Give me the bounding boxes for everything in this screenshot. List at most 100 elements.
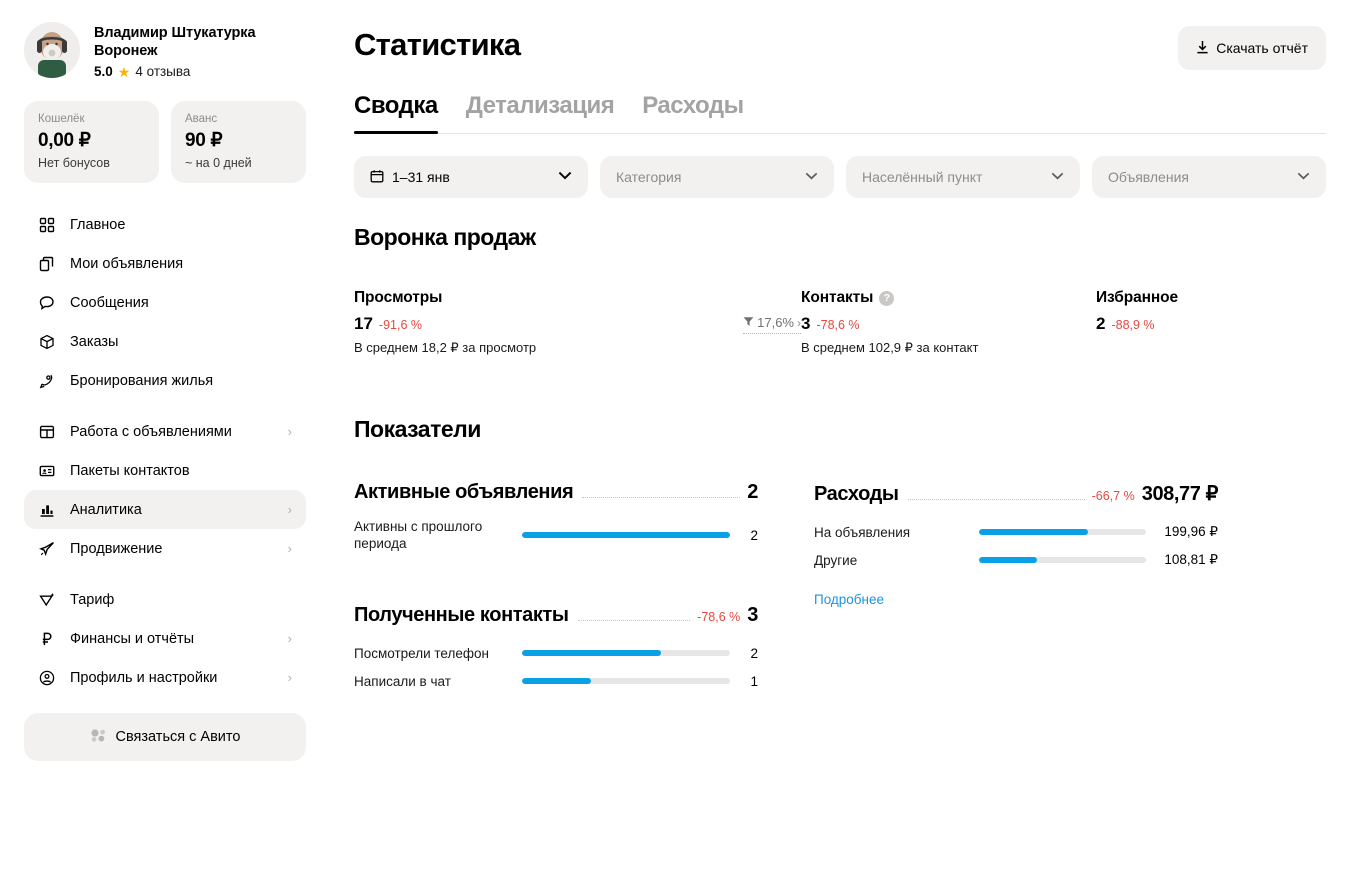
sidebar-item-ads-work[interactable]: Работа с объявлениями › bbox=[24, 412, 306, 451]
funnel-conversion-value: 17,6% bbox=[757, 315, 794, 330]
sidebar-item-finance[interactable]: Финансы и отчёты › bbox=[24, 619, 306, 658]
advance-card[interactable]: Аванс 90 ₽ ~ на 0 дней bbox=[171, 101, 306, 183]
contact-avito-button[interactable]: Связаться с Авито bbox=[24, 713, 306, 761]
funnel-icon bbox=[743, 315, 754, 330]
sidebar-item-label: Профиль и настройки bbox=[70, 669, 218, 686]
box-icon bbox=[38, 333, 56, 351]
profile-block[interactable]: Владимир Штукатурка Воронеж 5.0 ★ 4 отзы… bbox=[24, 22, 306, 79]
wallet-card[interactable]: Кошелёк 0,00 ₽ Нет бонусов bbox=[24, 101, 159, 183]
indicator-active-ads-label: Активные объявления bbox=[354, 481, 574, 503]
sidebar-item-bookings[interactable]: Бронирования жилья bbox=[24, 361, 306, 400]
tab-expenses[interactable]: Расходы bbox=[642, 92, 744, 119]
sidebar-item-tariff[interactable]: Тариф bbox=[24, 580, 306, 619]
download-report-label: Скачать отчёт bbox=[1216, 40, 1308, 56]
tab-summary[interactable]: Сводка bbox=[354, 92, 438, 134]
indicators-section-title: Показатели bbox=[354, 416, 481, 442]
bar-row: На объявления 199,96 ₽ bbox=[814, 520, 1218, 544]
sidebar-item-label: Пакеты контактов bbox=[70, 462, 190, 479]
sidebar-item-label: Главное bbox=[70, 216, 126, 233]
leader-dots bbox=[577, 620, 691, 621]
window-icon bbox=[38, 423, 56, 441]
funnel-contacts: Контакты ? 3 -78,6 % В среднем 102,9 ₽ з… bbox=[801, 289, 1096, 356]
profile-city: Воронеж bbox=[94, 43, 158, 59]
download-icon bbox=[1196, 40, 1209, 57]
filter-locality[interactable]: Населённый пункт bbox=[846, 156, 1080, 198]
bar-fill bbox=[522, 532, 730, 538]
bar-row: Посмотрели телефон 2 bbox=[354, 641, 758, 665]
funnel-favorites: Избранное 2 -88,9 % bbox=[1096, 289, 1326, 356]
bar-value: 108,81 ₽ bbox=[1164, 552, 1218, 567]
nav-group-1: Главное Мои объявления bbox=[24, 205, 306, 400]
reviews-count[interactable]: 4 отзыва bbox=[135, 64, 191, 79]
bar-label: Посмотрели телефон bbox=[354, 645, 489, 661]
sidebar-item-label: Заказы bbox=[70, 333, 119, 350]
profile-rating: 5.0 ★ 4 отзыва bbox=[94, 64, 255, 79]
bar-track bbox=[522, 678, 730, 684]
filter-category[interactable]: Категория bbox=[600, 156, 834, 198]
profile-name: Владимир Штукатурка Воронеж bbox=[94, 24, 256, 60]
chevron-right-icon: › bbox=[797, 315, 801, 330]
avito-dots-icon bbox=[90, 728, 107, 746]
profile-name-line1: Владимир Штукатурка bbox=[94, 25, 256, 41]
bar-value: 1 bbox=[750, 673, 758, 689]
chevron-right-icon: › bbox=[287, 631, 292, 646]
bar-fill bbox=[979, 529, 1088, 535]
avatar-person-respirator-icon bbox=[24, 22, 80, 78]
help-icon[interactable]: ? bbox=[879, 290, 895, 306]
bar-fill bbox=[522, 678, 591, 684]
avatar[interactable] bbox=[24, 22, 80, 78]
main-header: Статистика Скачать отчёт bbox=[354, 26, 1326, 70]
sidebar-item-label: Сообщения bbox=[70, 294, 149, 311]
indicators-right-column: Расходы -66,7 % 308,77 ₽ На объявления 1… bbox=[814, 481, 1218, 745]
sidebar-item-orders[interactable]: Заказы bbox=[24, 322, 306, 361]
indicators-left-column: Активные объявления 2 Активны с прошлого… bbox=[354, 481, 758, 745]
ruble-icon bbox=[38, 630, 56, 648]
chevron-right-icon: › bbox=[287, 670, 292, 685]
calendar-icon bbox=[370, 169, 384, 186]
advance-sub: ~ на 0 дней bbox=[185, 156, 252, 170]
filter-category-label: Категория bbox=[616, 169, 682, 185]
sidebar-item-label: Бронирования жилья bbox=[70, 372, 214, 389]
sidebar-item-my-ads[interactable]: Мои объявления bbox=[24, 244, 306, 283]
expenses-details-link[interactable]: Подробнее bbox=[814, 592, 885, 607]
funnel-favorites-title: Избранное bbox=[1096, 289, 1179, 306]
funnel-conversion-badge[interactable]: 17,6% › bbox=[743, 315, 801, 334]
sidebar-item-messages[interactable]: Сообщения bbox=[24, 283, 306, 322]
chevron-right-icon: › bbox=[287, 502, 292, 517]
chevron-down-icon bbox=[1297, 171, 1310, 183]
rocket-icon bbox=[38, 540, 56, 558]
chevron-down-icon bbox=[558, 171, 572, 183]
sidebar-item-profile-settings[interactable]: Профиль и настройки › bbox=[24, 658, 306, 697]
filter-date-range[interactable]: 1–31 янв bbox=[354, 156, 588, 198]
indicator-received-contacts-total: 3 bbox=[747, 604, 758, 626]
indicator-received-contacts-delta: -78,6 % bbox=[697, 610, 741, 624]
sidebar-item-main[interactable]: Главное bbox=[24, 205, 306, 244]
page-title: Статистика bbox=[354, 27, 521, 62]
download-report-button[interactable]: Скачать отчёт bbox=[1178, 26, 1326, 70]
bar-row: Другие 108,81 ₽ bbox=[814, 548, 1218, 572]
funnel-contacts-delta: -78,6 % bbox=[816, 318, 860, 332]
layers-icon bbox=[38, 255, 56, 273]
bar-track bbox=[979, 529, 1146, 535]
bar-rows: На объявления 199,96 ₽ Другие 108,81 ₽ bbox=[814, 520, 1218, 572]
filters-row: 1–31 янв Категория Населённый пункт Объя… bbox=[354, 156, 1326, 198]
user-circle-icon bbox=[38, 669, 56, 687]
sidebar-item-label: Тариф bbox=[70, 591, 115, 608]
bar-value: 199,96 ₽ bbox=[1164, 524, 1218, 539]
location-pin-icon bbox=[38, 372, 56, 390]
bar-fill bbox=[979, 557, 1038, 563]
sidebar-item-contact-packages[interactable]: Пакеты контактов bbox=[24, 451, 306, 490]
indicator-received-contacts-label: Полученные контакты bbox=[354, 604, 569, 626]
filter-ads[interactable]: Объявления bbox=[1092, 156, 1326, 198]
sidebar: Владимир Штукатурка Воронеж 5.0 ★ 4 отзы… bbox=[0, 0, 330, 885]
star-icon: ★ bbox=[117, 63, 131, 80]
tab-details[interactable]: Детализация bbox=[465, 92, 615, 119]
sidebar-item-label: Аналитика bbox=[70, 501, 142, 518]
main-content: Статистика Скачать отчёт Сводка Детализа… bbox=[330, 0, 1352, 885]
chat-bubble-icon bbox=[38, 294, 56, 312]
sidebar-item-analytics[interactable]: Аналитика › bbox=[24, 490, 306, 529]
advance-label: Аванс bbox=[185, 113, 218, 125]
wallet-label: Кошелёк bbox=[38, 113, 85, 125]
bar-row: Написали в чат 1 bbox=[354, 669, 758, 693]
sidebar-item-promotion[interactable]: Продвижение › bbox=[24, 529, 306, 568]
